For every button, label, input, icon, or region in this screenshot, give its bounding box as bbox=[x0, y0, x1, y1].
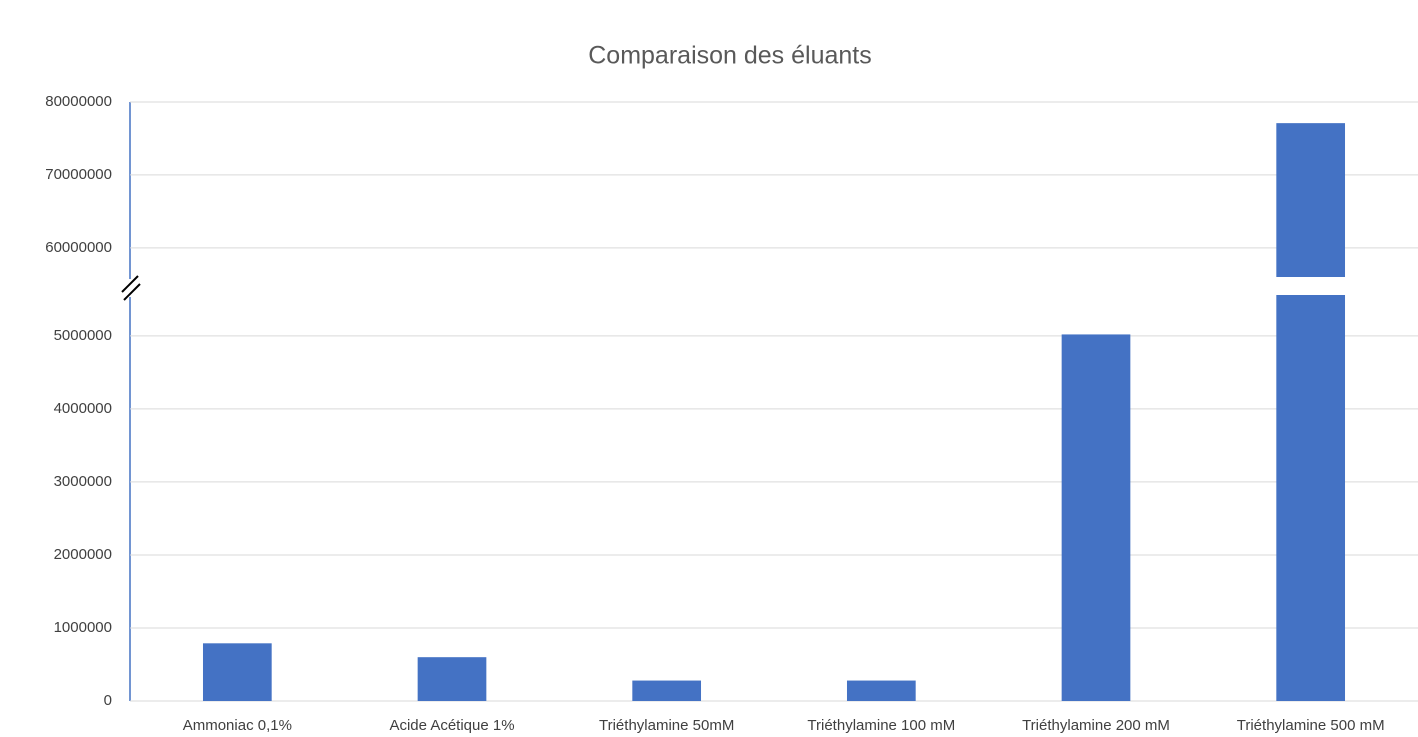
x-tick-label: Triéthylamine 100 mM bbox=[807, 717, 955, 734]
x-tick-label: Acide Acétique 1% bbox=[389, 717, 514, 734]
bar bbox=[1061, 334, 1131, 701]
x-tick-label: Ammoniac 0,1% bbox=[183, 717, 292, 734]
axis-break-mark bbox=[123, 283, 141, 301]
y-tick-label: 2000000 bbox=[54, 546, 112, 563]
x-tick-label: Triéthylamine 200 mM bbox=[1022, 717, 1170, 734]
y-tick-label: 3000000 bbox=[54, 473, 112, 490]
bar bbox=[1276, 123, 1346, 277]
bar bbox=[846, 680, 916, 701]
bar bbox=[417, 657, 487, 701]
y-tick-label: 70000000 bbox=[45, 166, 112, 183]
axis-break-mark bbox=[121, 275, 139, 293]
y-tick-label: 0 bbox=[104, 692, 112, 709]
y-tick-label: 1000000 bbox=[54, 619, 112, 636]
y-tick-label: 4000000 bbox=[54, 400, 112, 417]
chart-title: Comparaison des éluants bbox=[588, 42, 872, 70]
y-tick-label: 5000000 bbox=[54, 327, 112, 344]
x-tick-label: Triéthylamine 500 mM bbox=[1237, 717, 1385, 734]
bar bbox=[632, 680, 702, 701]
y-tick-label: 60000000 bbox=[45, 239, 112, 256]
bar bbox=[1276, 295, 1346, 701]
x-tick-label: Triéthylamine 50mM bbox=[599, 717, 734, 734]
bar bbox=[202, 643, 272, 701]
y-tick-label: 80000000 bbox=[45, 93, 112, 110]
